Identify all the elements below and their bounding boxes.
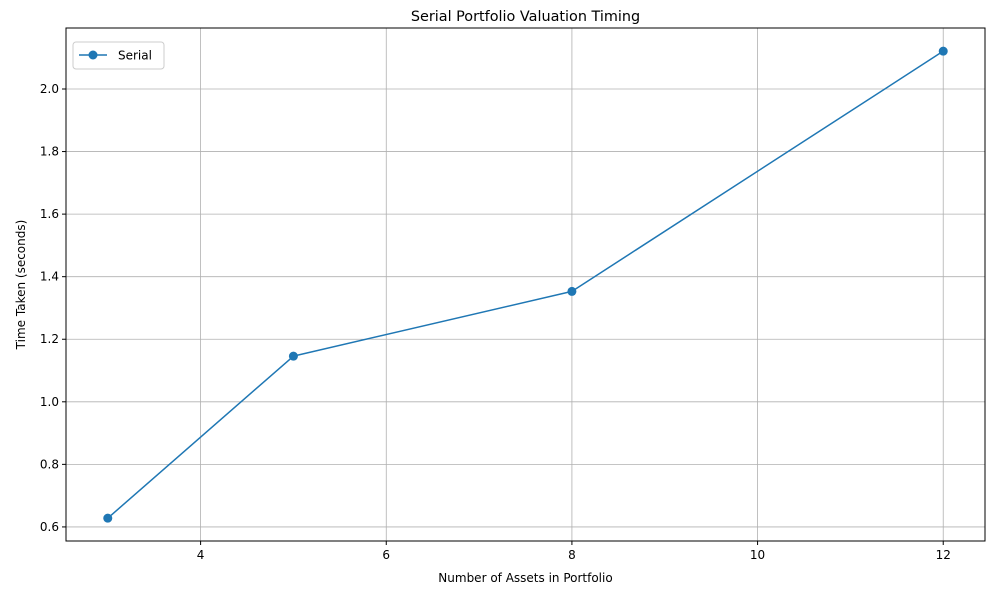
data-point: [567, 286, 577, 296]
x-tick-label: 10: [750, 548, 765, 562]
legend-marker-serial: [88, 50, 98, 60]
y-tick-label: 1.0: [40, 395, 59, 409]
legend-label-serial: Serial: [118, 49, 152, 63]
x-tick-label: 8: [568, 548, 576, 562]
legend: Serial: [72, 41, 165, 70]
legend-box: [72, 41, 165, 70]
y-tick-label: 1.6: [40, 207, 59, 221]
data-point: [288, 351, 298, 361]
x-axis-ticks: 4 6 8 10 12: [197, 541, 951, 562]
y-tick-label: 0.6: [40, 520, 59, 534]
chart-title: Serial Portfolio Valuation Timing: [411, 9, 640, 25]
axes-frame: [65, 27, 986, 542]
y-axis-ticks: 0.6 0.8 1.0 1.2 1.4 1.6 1.8 2.0: [40, 82, 66, 534]
y-tick-label: 2.0: [40, 82, 59, 96]
y-tick-label: 0.8: [40, 457, 59, 471]
grid: [66, 28, 985, 541]
x-tick-label: 6: [382, 548, 390, 562]
data-point: [103, 513, 113, 523]
x-axis-label: Number of Assets in Portfolio: [438, 571, 612, 585]
x-tick-label: 4: [197, 548, 205, 562]
y-tick-label: 1.4: [40, 270, 59, 284]
y-tick-label: 1.8: [40, 145, 59, 159]
x-tick-label: 12: [936, 548, 951, 562]
series-line-serial: [107, 50, 944, 519]
data-point: [938, 46, 948, 56]
y-axis-label: Time Taken (seconds): [14, 220, 28, 351]
y-tick-label: 1.2: [40, 332, 59, 346]
series-layer: [103, 46, 948, 523]
